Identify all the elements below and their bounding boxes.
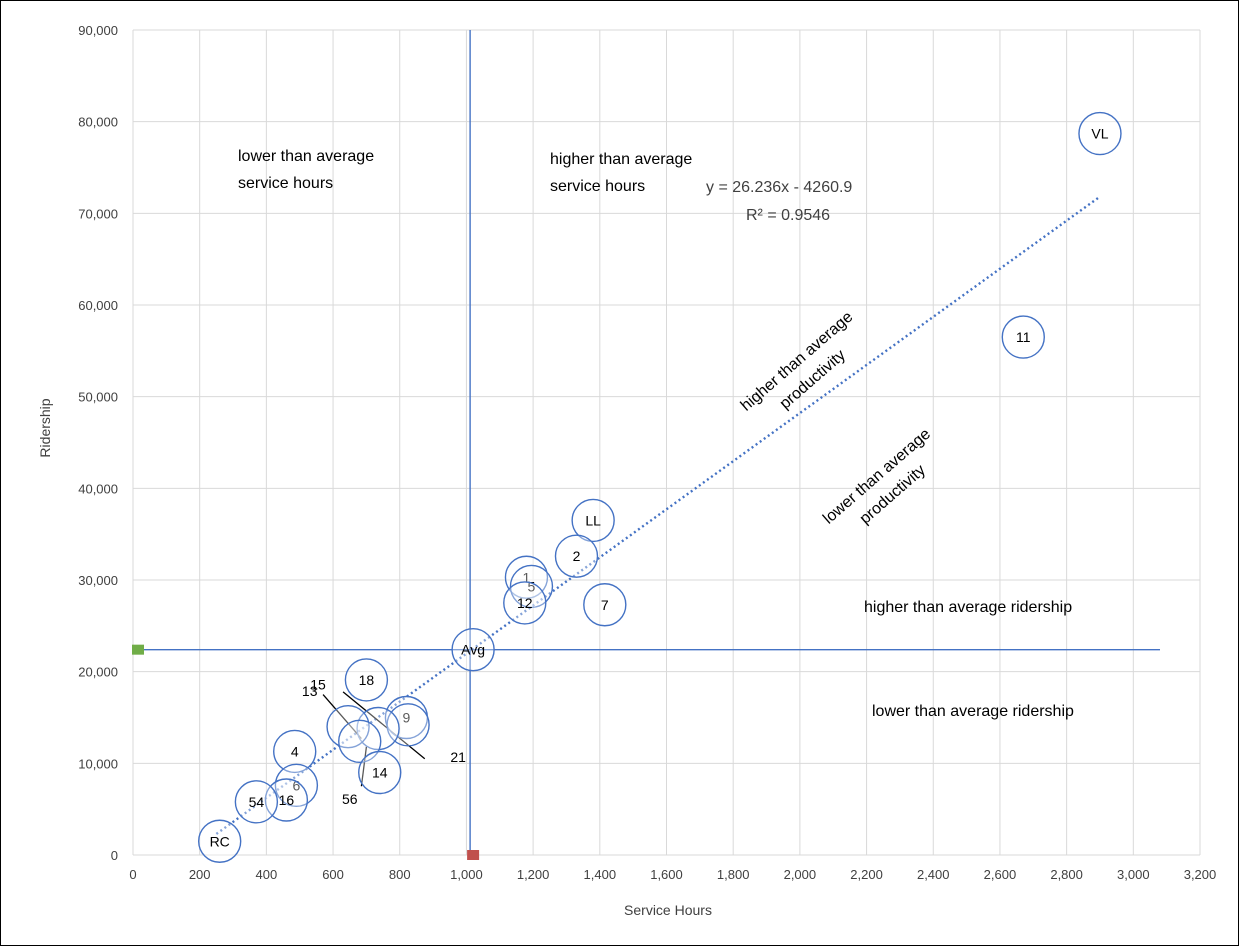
trendline-equation: y = 26.236x - 4260.9 (706, 179, 852, 196)
data-label: Avg (461, 642, 485, 658)
x-tick-label: 2,000 (784, 867, 817, 882)
data-label: 56 (342, 791, 358, 807)
data-point (509, 564, 554, 609)
leader-lines (322, 691, 426, 787)
x-tick-label: 1,600 (650, 867, 683, 882)
data-point (358, 750, 402, 795)
x-tick-label: 800 (389, 867, 411, 882)
data-label: 18 (359, 672, 375, 688)
data-label: 7 (601, 597, 609, 613)
y-tick-label: 60,000 (78, 298, 118, 313)
x-tick-label: 1,400 (584, 867, 617, 882)
data-label: RC (210, 833, 230, 849)
x-tick-label: 600 (322, 867, 344, 882)
trendline-r2: R² = 0.9546 (746, 207, 830, 224)
data-label: 14 (372, 765, 388, 781)
data-label: 1 (523, 569, 531, 585)
data-point (197, 819, 242, 863)
average-marker (132, 644, 145, 655)
tick-labels: 0 200 400 600 800 1,000 1,200 1,400 1,600 1,800 2,… (78, 23, 1216, 882)
x-tick-label: 0 (129, 867, 136, 882)
annotation-higher-ridership: higher than average ridership (864, 599, 1072, 616)
y-tick-label: 50,000 (78, 390, 118, 405)
data-label: 4 (291, 743, 299, 759)
data-label: 2 (573, 548, 581, 564)
data-point (1001, 315, 1045, 359)
y-tick-label: 30,000 (78, 573, 118, 588)
data-point (344, 658, 389, 702)
data-point (554, 534, 599, 578)
annotation-higher-service-2: service hours (550, 178, 645, 195)
data-label: VL (1091, 126, 1108, 142)
data-label: 54 (249, 794, 265, 810)
x-tick-label: 2,600 (984, 867, 1017, 882)
data-label: 16 (279, 792, 295, 808)
data-label: 13 (302, 683, 318, 699)
x-tick-label: 2,800 (1050, 867, 1083, 882)
y-tick-label: 40,000 (78, 481, 118, 496)
data-point (338, 719, 382, 764)
grid (132, 29, 1201, 856)
data-point (503, 581, 547, 625)
data-point (326, 704, 370, 749)
leader-line (342, 691, 426, 760)
y-tick-label: 10,000 (78, 756, 118, 771)
average-marker (467, 850, 480, 860)
data-point (451, 627, 495, 672)
data-label: 5 (528, 578, 536, 594)
annotation-lower-ridership: lower than average ridership (872, 703, 1074, 720)
x-tick-label: 2,400 (917, 867, 950, 882)
y-tick-label: 80,000 (78, 115, 118, 130)
x-tick-label: 400 (256, 867, 278, 882)
data-point (571, 498, 615, 543)
leader-line (360, 746, 368, 787)
annotation-higher-service-1: higher than average (550, 151, 692, 168)
x-tick-label: 3,000 (1117, 867, 1150, 882)
data-point (234, 780, 279, 824)
x-tick-label: 2,200 (850, 867, 883, 882)
data-label: LL (585, 512, 601, 528)
x-tick-label: 1,800 (717, 867, 750, 882)
data-points: VL11LL215127Avg18941461654RC15132156 (197, 111, 1122, 863)
y-tick-label: 20,000 (78, 665, 118, 680)
x-tick-label: 1,200 (517, 867, 550, 882)
y-axis-title: Ridership (37, 398, 53, 457)
data-label: 21 (450, 749, 466, 765)
data-point (1078, 111, 1122, 156)
data-point (583, 583, 627, 627)
leader-line (322, 694, 362, 740)
data-point (273, 729, 317, 774)
trendline (215, 195, 1101, 835)
annotation-lower-service-1: lower than average (238, 148, 374, 165)
average-lines (132, 30, 1160, 860)
y-tick-label: 90,000 (78, 23, 118, 38)
x-axis-title: Service Hours (624, 902, 712, 918)
data-label: 11 (1016, 329, 1031, 345)
y-tick-label: 70,000 (78, 206, 118, 221)
data-label: 6 (292, 777, 300, 793)
trendline-path (215, 195, 1101, 835)
data-label: 9 (403, 710, 411, 726)
data-label: 15 (310, 677, 326, 693)
x-tick-label: 1,000 (450, 867, 483, 882)
x-tick-label: 200 (189, 867, 211, 882)
y-tick-label: 0 (111, 848, 118, 863)
x-tick-label: 3,200 (1184, 867, 1217, 882)
annotation-lower-service-2: service hours (238, 175, 333, 192)
data-label: 12 (517, 595, 533, 611)
